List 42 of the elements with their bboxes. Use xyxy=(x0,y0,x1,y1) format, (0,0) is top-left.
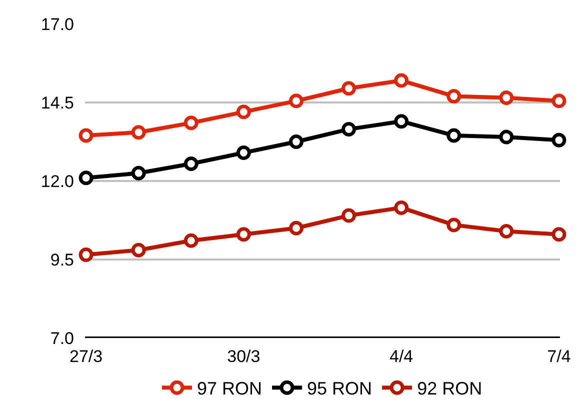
x-tick-label: 30/3 xyxy=(227,347,260,366)
y-tick-label: 12.0 xyxy=(40,172,74,191)
point xyxy=(78,170,94,186)
y-tick-label: 9.5 xyxy=(50,250,74,270)
point xyxy=(394,114,409,129)
y-tick-label: 7.0 xyxy=(50,328,74,348)
x-tick-label: 27/3 xyxy=(70,347,103,366)
point xyxy=(552,132,566,148)
point xyxy=(552,227,566,242)
x-tick-label: 4/4 xyxy=(390,347,414,366)
point xyxy=(131,242,146,258)
point xyxy=(499,224,514,238)
x-tick-label: 7/4 xyxy=(547,347,571,366)
point xyxy=(342,81,356,96)
point xyxy=(394,200,409,215)
point xyxy=(288,134,304,149)
point xyxy=(446,128,462,143)
point xyxy=(288,94,304,108)
point xyxy=(184,156,198,171)
point xyxy=(552,94,566,108)
point xyxy=(184,116,198,130)
legend-label: 97 RON xyxy=(197,378,262,399)
point xyxy=(78,248,94,262)
point xyxy=(394,73,409,88)
legend-label: 92 RON xyxy=(417,378,482,399)
point xyxy=(184,233,198,248)
point xyxy=(499,130,514,144)
point xyxy=(446,218,462,232)
point xyxy=(78,128,94,143)
point xyxy=(236,145,251,160)
point xyxy=(342,122,356,136)
point xyxy=(288,220,304,236)
y-tick-label: 17.0 xyxy=(40,14,74,34)
legend-label: 95 RON xyxy=(307,378,372,399)
point xyxy=(499,90,514,106)
point xyxy=(131,166,146,180)
point xyxy=(236,227,251,242)
y-tick-label: 14.5 xyxy=(40,93,74,112)
point xyxy=(342,208,356,223)
point xyxy=(446,88,462,104)
point xyxy=(131,125,146,140)
point xyxy=(236,104,251,120)
